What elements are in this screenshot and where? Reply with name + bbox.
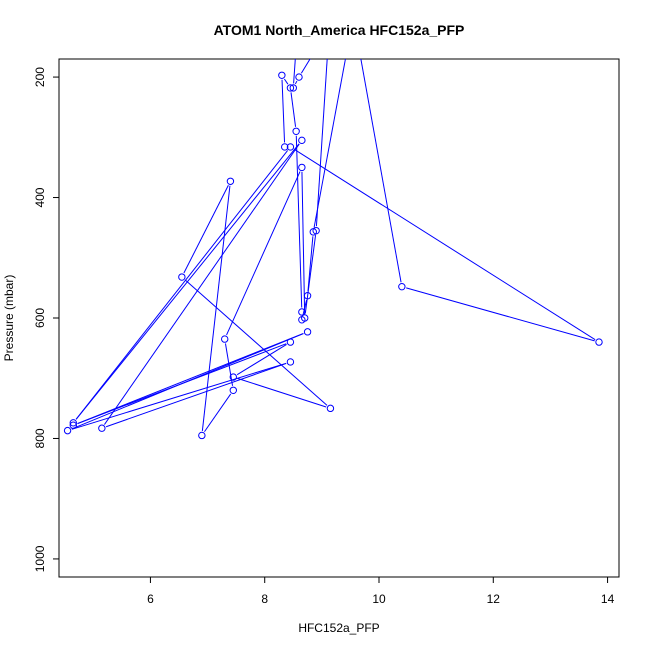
data-point (221, 335, 229, 343)
series-layer (63, 0, 603, 440)
series-segment (304, 235, 317, 314)
data-point (286, 358, 295, 366)
data-point (303, 328, 312, 336)
data-point (295, 73, 303, 81)
data-point (198, 431, 206, 440)
data-point (292, 127, 300, 135)
x-tick-label: 6 (147, 592, 154, 606)
x-axis-label: HFC152a_PFP (298, 621, 379, 635)
series-segment (307, 236, 314, 292)
data-point (324, 50, 330, 56)
series-segment (293, 148, 596, 341)
plot-frame (58, 58, 620, 578)
series-segment (224, 343, 234, 386)
data-point (178, 273, 186, 281)
data-point (298, 136, 306, 145)
data-point (312, 226, 320, 235)
y-tick-label: 400 (33, 187, 47, 207)
chart-title: ATOM1 North_America HFC152a_PFP (214, 22, 465, 38)
series-segment (204, 393, 232, 433)
y-axis: 200 400 600 800 1000 (33, 67, 60, 572)
series-segment (183, 185, 229, 274)
series-segment (71, 362, 287, 430)
data-point (63, 426, 72, 435)
series-segment (281, 79, 286, 143)
data-point (69, 419, 77, 427)
y-tick-label: 200 (33, 67, 47, 87)
series-segment (301, 171, 306, 314)
series-segment (283, 78, 289, 85)
data-point (278, 71, 286, 79)
data-point (226, 177, 235, 185)
data-point (286, 84, 295, 92)
series-segment (295, 135, 303, 308)
series-segment (77, 343, 287, 425)
data-point (301, 314, 309, 322)
data-point (303, 292, 312, 300)
series-segment (184, 279, 328, 406)
series-segment (300, 59, 311, 74)
x-tick-label: 10 (372, 592, 386, 606)
x-tick-label: 12 (487, 592, 501, 606)
series-segment (315, 59, 328, 227)
series-segment (313, 59, 346, 228)
data-point (69, 421, 77, 429)
data-point (298, 308, 306, 316)
data-point (350, 14, 356, 20)
data-point (398, 282, 406, 291)
y-tick-label: 800 (33, 428, 47, 448)
series-segment (104, 143, 300, 425)
data-point (289, 84, 297, 92)
series-segment (201, 185, 231, 432)
series-segment (105, 362, 287, 428)
series-segment (77, 333, 304, 425)
series-segment (294, 80, 298, 85)
x-axis: 6 8 10 12 14 (147, 576, 615, 606)
data-point (293, 44, 299, 50)
data-point (286, 143, 295, 151)
data-point (229, 373, 237, 381)
x-tick-label: 14 (601, 592, 615, 606)
data-point (281, 143, 289, 151)
y-tick-label: 600 (33, 308, 47, 328)
series-segment (406, 287, 595, 342)
series-segment (290, 92, 297, 127)
series-segment (237, 377, 327, 408)
series-segment (293, 59, 296, 84)
y-axis-label: Pressure (mbar) (2, 275, 16, 362)
data-point (98, 424, 106, 432)
series-segment (236, 344, 287, 376)
series-segment (75, 150, 289, 420)
data-point (229, 386, 237, 394)
data-point (326, 404, 335, 413)
x-tick-label: 8 (261, 592, 268, 606)
data-point (310, 0, 316, 2)
data-point (298, 163, 306, 172)
data-point (286, 338, 295, 346)
series-segment (226, 171, 301, 336)
data-point (595, 338, 603, 346)
y-tick-label: 1000 (33, 545, 47, 572)
series-segment (360, 59, 402, 283)
